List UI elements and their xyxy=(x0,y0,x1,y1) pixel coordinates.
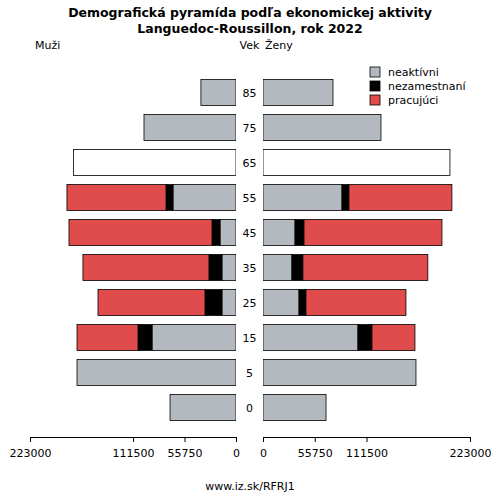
tick-label: 223000 xyxy=(450,447,492,460)
legend-label: nezamestnaní xyxy=(388,80,466,93)
tick-mark xyxy=(315,437,316,442)
category-label: 65 xyxy=(243,157,257,170)
legend-swatch xyxy=(370,67,380,77)
tick-mark xyxy=(236,437,237,442)
title: Demografická pyramída podľa ekonomickej … xyxy=(68,5,432,20)
category-label: 75 xyxy=(243,122,257,135)
bar xyxy=(170,395,236,421)
bar xyxy=(292,255,303,281)
bar xyxy=(67,185,166,211)
x-axis: 0 55750 111500 223000 xyxy=(260,437,492,460)
bar xyxy=(263,255,292,281)
category-label: 15 xyxy=(243,332,257,345)
source: www.iz.sk/RFRJ1 xyxy=(205,480,294,493)
bar xyxy=(304,220,442,246)
tick-mark xyxy=(30,437,31,442)
bar xyxy=(77,360,236,386)
bar xyxy=(220,220,236,246)
legend-swatch xyxy=(370,95,380,105)
bars xyxy=(263,80,452,421)
bar xyxy=(299,290,306,316)
tick-label: 0 xyxy=(260,447,267,460)
bar xyxy=(263,185,342,211)
bar xyxy=(263,290,299,316)
bar xyxy=(358,325,372,351)
tick: 55750 xyxy=(298,437,333,460)
tick: 111500 xyxy=(346,437,388,460)
legend-item: pracujúci xyxy=(370,94,438,107)
side-label: Muži xyxy=(35,39,60,52)
bar xyxy=(222,255,236,281)
bar xyxy=(263,80,333,106)
bar xyxy=(295,220,304,246)
bar xyxy=(166,185,173,211)
tick: 0 xyxy=(233,437,240,460)
bar xyxy=(98,290,205,316)
tick-mark xyxy=(470,437,471,442)
category-label: 85 xyxy=(243,87,257,100)
category-label: 45 xyxy=(243,227,257,240)
tick: 223000 xyxy=(10,437,52,460)
bar xyxy=(306,290,406,316)
bar xyxy=(138,325,152,351)
category-label: 35 xyxy=(243,262,257,275)
tick: 223000 xyxy=(450,437,492,460)
category-label: 55 xyxy=(243,192,257,205)
tick-label: 55750 xyxy=(168,447,203,460)
bar xyxy=(83,255,209,281)
tick: 55750 xyxy=(168,437,203,460)
tick: 111500 xyxy=(113,437,155,460)
subtitle: Languedoc-Roussillon, rok 2022 xyxy=(137,21,362,36)
category-label: 5 xyxy=(246,367,253,380)
bar xyxy=(372,325,415,351)
bar xyxy=(263,220,295,246)
bar xyxy=(212,220,220,246)
legend-swatch xyxy=(370,81,380,91)
chart: Demografická pyramída podľa ekonomickej … xyxy=(0,0,500,500)
bar xyxy=(173,185,236,211)
bar xyxy=(77,325,138,351)
bar xyxy=(263,115,381,141)
bar xyxy=(144,115,236,141)
legend-item: neaktívni xyxy=(370,66,439,79)
side-label: Ženy xyxy=(265,39,293,52)
bar xyxy=(222,290,236,316)
bar xyxy=(209,255,222,281)
legend-item: nezamestnaní xyxy=(370,80,466,93)
bar xyxy=(201,80,236,106)
axis-title: Vek xyxy=(240,39,260,52)
bar xyxy=(263,150,450,176)
bar xyxy=(263,325,358,351)
category-label: 25 xyxy=(243,297,257,310)
bar xyxy=(152,325,236,351)
bar xyxy=(205,290,222,316)
tick-mark xyxy=(185,437,186,442)
bars xyxy=(67,80,236,421)
category-label: 0 xyxy=(246,402,253,415)
tick-mark xyxy=(367,437,368,442)
tick: 0 xyxy=(260,437,267,460)
bar xyxy=(303,255,428,281)
tick-mark xyxy=(133,437,134,442)
bar xyxy=(342,185,349,211)
legend-label: neaktívni xyxy=(388,66,439,79)
tick-label: 223000 xyxy=(10,447,52,460)
tick-label: 111500 xyxy=(346,447,388,460)
bar xyxy=(69,220,212,246)
tick-label: 55750 xyxy=(298,447,333,460)
bar xyxy=(73,150,236,176)
tick-label: 111500 xyxy=(113,447,155,460)
bar xyxy=(349,185,452,211)
tick-label: 0 xyxy=(233,447,240,460)
legend-label: pracujúci xyxy=(388,94,438,107)
bar xyxy=(263,360,416,386)
tick-mark xyxy=(263,437,264,442)
x-axis: 223000 111500 55750 0 xyxy=(10,437,241,460)
legend: neaktívninezamestnanípracujúci xyxy=(370,66,466,107)
bar xyxy=(263,395,326,421)
